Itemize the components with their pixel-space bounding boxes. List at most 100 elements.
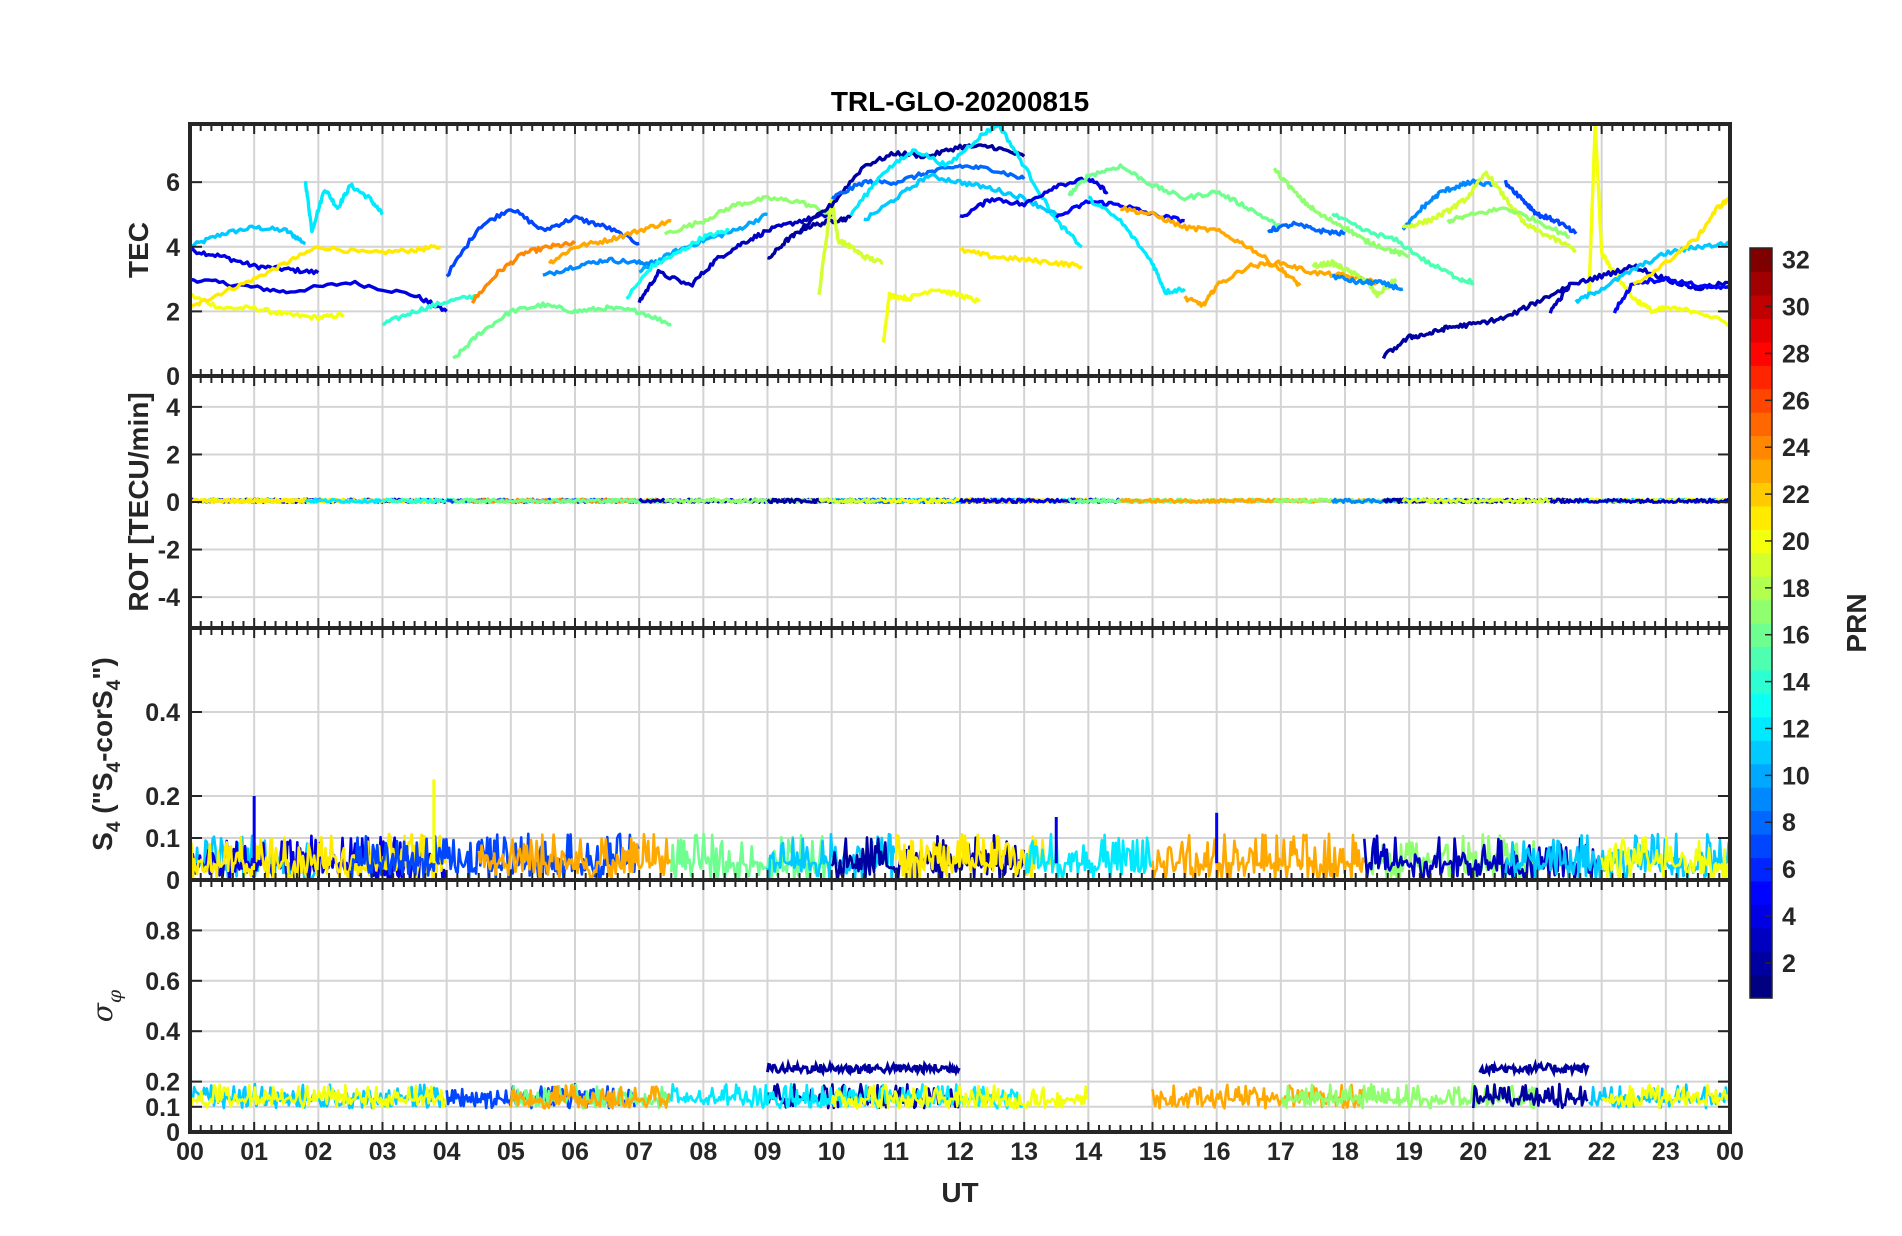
tec-y-tick-label: 4 bbox=[166, 234, 180, 262]
tec-trace-prn-4 bbox=[959, 176, 1109, 219]
rot-y-tick-label: 0 bbox=[166, 489, 180, 517]
s4-trace-prn-7 bbox=[349, 832, 640, 880]
s4-y-label: S4 ("S4-corS4") bbox=[87, 657, 125, 851]
sigma-phi-y-tick-labels: 00.10.2 0.4 0.6 0.8 bbox=[145, 917, 180, 1147]
tec-trace-prn-2 bbox=[767, 214, 853, 260]
rot-y-tick-label: -2 bbox=[158, 537, 180, 565]
x-tick-label: 08 bbox=[689, 1138, 717, 1166]
colorbar-block-prn-7 bbox=[1750, 833, 1772, 858]
colorbar-tick-label: 26 bbox=[1782, 387, 1810, 415]
tec-trace-prn-11 bbox=[1574, 240, 1730, 304]
colorbar-block-prn-29 bbox=[1750, 318, 1772, 343]
colorbar-block-prn-2 bbox=[1750, 951, 1772, 976]
colorbar-block-prn-16 bbox=[1750, 623, 1772, 648]
sigma-phi-axes-frame bbox=[188, 878, 1732, 1134]
colorbar-tick-label: 28 bbox=[1782, 340, 1810, 368]
s4-y-tick-label: 0 bbox=[166, 867, 180, 895]
sigma_phi-y-tick-label: 0.6 bbox=[145, 968, 180, 996]
tec-trace-prn-18 bbox=[1311, 259, 1398, 299]
x-tick-label: 13 bbox=[1010, 1138, 1038, 1166]
rot-trace-prn-16 bbox=[452, 497, 672, 505]
sigma_phi-y-tick-label: 0 bbox=[166, 1119, 180, 1147]
s4-y-tick-label: 0.1 bbox=[145, 825, 180, 853]
x-tick-label: 07 bbox=[625, 1138, 653, 1166]
tec-trace-prn-23 bbox=[1120, 205, 1302, 287]
colorbar-tick-label: 8 bbox=[1782, 809, 1796, 837]
x-tick-label: 03 bbox=[369, 1138, 397, 1166]
colorbar-tick-label: 22 bbox=[1782, 481, 1810, 509]
colorbar-tick-label: 2 bbox=[1782, 950, 1796, 978]
tec-y-tick-labels: 0 2 4 6 bbox=[166, 169, 180, 391]
rot-y-tick-label: 4 bbox=[166, 394, 180, 422]
tec-trace-prn-20 bbox=[881, 288, 981, 344]
tec-trace-prn-7 bbox=[1503, 179, 1578, 235]
sigma_phi-y-tick-label: 0.8 bbox=[145, 917, 180, 945]
sigma_phi-y-tick-label: 0.4 bbox=[145, 1018, 180, 1046]
tec-y-tick-label: 0 bbox=[166, 363, 180, 391]
x-tick-label: 00 bbox=[1716, 1138, 1744, 1166]
tec-trace-prn-20 bbox=[1587, 124, 1730, 327]
x-tick-label: 09 bbox=[754, 1138, 782, 1166]
rot-panel: -4 -2 0 2 4 ROT [TECU/min] bbox=[123, 374, 1732, 630]
colorbar-block-prn-20 bbox=[1750, 529, 1772, 554]
tec-trace-prn-7 bbox=[445, 208, 640, 278]
tec-trace-prn-8 bbox=[831, 163, 1026, 200]
colorbar-block-prn-30 bbox=[1750, 294, 1772, 319]
colorbar-tick-label: 10 bbox=[1782, 762, 1810, 790]
x-tick-label: 16 bbox=[1203, 1138, 1231, 1166]
rot-trace-prn-19 bbox=[818, 497, 884, 505]
tec-trace-prn-16 bbox=[452, 301, 672, 360]
x-tick-label: 05 bbox=[497, 1138, 525, 1166]
tec-trace-prn-21 bbox=[1632, 195, 1730, 286]
s4-y-tick-labels: 0 0.1 0.2 0.4 bbox=[145, 699, 180, 895]
x-axis-label: UT bbox=[941, 1177, 978, 1208]
s4-trace-prn-23 bbox=[1151, 832, 1366, 880]
colorbar-block-prn-1 bbox=[1750, 974, 1772, 999]
rot-y-label: ROT [TECU/min] bbox=[123, 392, 154, 611]
x-tick-label: 19 bbox=[1395, 1138, 1423, 1166]
s4-trace-prn-23 bbox=[477, 832, 672, 880]
tec-trace-prn-12 bbox=[303, 180, 384, 234]
rot-trace-prn-3 bbox=[1549, 497, 1730, 505]
tec-trace-prn-10 bbox=[638, 212, 768, 274]
x-tick-label: 12 bbox=[946, 1138, 974, 1166]
colorbar-tick-label: 24 bbox=[1782, 434, 1810, 462]
x-tick-label: 06 bbox=[561, 1138, 589, 1166]
rot-traces bbox=[190, 497, 1730, 505]
colorbar-color-blocks bbox=[1750, 248, 1772, 999]
tec-trace-prn-2 bbox=[1381, 284, 1571, 360]
sigma-phi-traces bbox=[190, 1058, 1730, 1110]
s4-trace-prn-12 bbox=[1023, 832, 1153, 880]
tec-trace-prn-4 bbox=[190, 277, 448, 313]
sigma_phi-trace-prn-23 bbox=[509, 1083, 672, 1110]
tec-trace-prn-17 bbox=[1272, 167, 1410, 259]
sigma-phi-y-label: σφ bbox=[86, 989, 126, 1022]
tec-trace-prn-17 bbox=[1446, 206, 1570, 239]
colorbar-block-prn-4 bbox=[1750, 904, 1772, 929]
colorbar-block-prn-23 bbox=[1750, 458, 1772, 483]
colorbar-block-prn-21 bbox=[1750, 505, 1772, 530]
tec-trace-prn-12 bbox=[1087, 195, 1186, 296]
colorbar-tick-label: 20 bbox=[1782, 528, 1810, 556]
colorbar-tick-label: 14 bbox=[1782, 669, 1810, 697]
colorbar-block-prn-28 bbox=[1750, 341, 1772, 366]
tec-trace-prn-3 bbox=[637, 212, 833, 304]
s4-panel: 0 0.1 0.2 0.4 S4 ("S4-corS4") bbox=[87, 626, 1732, 895]
x-tick-label: 10 bbox=[818, 1138, 846, 1166]
colorbar-tick-label: 16 bbox=[1782, 622, 1810, 650]
x-tick-label: 21 bbox=[1524, 1138, 1552, 1166]
tec-trace-prn-5 bbox=[1612, 276, 1730, 314]
sigma_phi-trace-prn-20 bbox=[1600, 1083, 1730, 1110]
colorbar-block-prn-3 bbox=[1750, 927, 1772, 952]
colorbar-block-prn-26 bbox=[1750, 388, 1772, 413]
rot-y-tick-label: 2 bbox=[166, 441, 180, 469]
x-tick-label: 23 bbox=[1652, 1138, 1680, 1166]
tec-trace-prn-14 bbox=[381, 293, 480, 327]
colorbar-block-prn-13 bbox=[1750, 693, 1772, 718]
chart-title: TRL-GLO-20200815 bbox=[831, 86, 1089, 117]
x-tick-label: 00 bbox=[176, 1138, 204, 1166]
x-tick-label: 02 bbox=[304, 1138, 332, 1166]
x-tick-label: 17 bbox=[1267, 1138, 1295, 1166]
x-tick-label: 01 bbox=[240, 1138, 268, 1166]
colorbar-tick-label: 32 bbox=[1782, 247, 1810, 275]
